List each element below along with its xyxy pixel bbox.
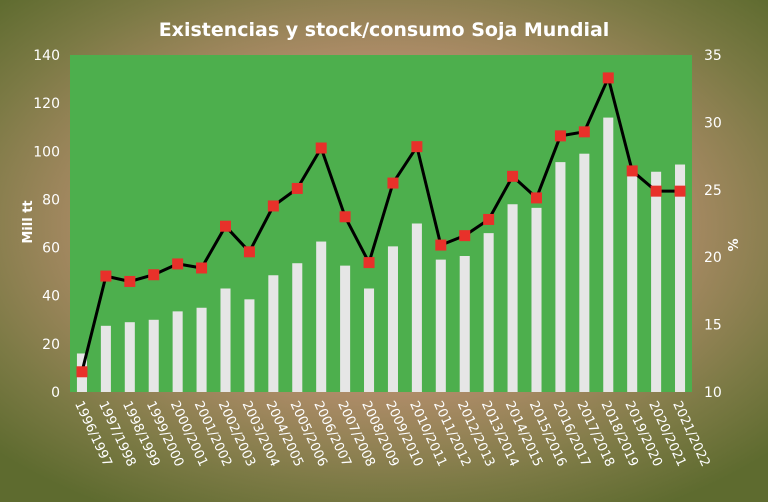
y-left-tick: 140 (33, 48, 60, 64)
bar (675, 164, 686, 392)
bar (316, 241, 327, 392)
y-right-tick: 35 (704, 48, 722, 64)
bar (387, 246, 398, 392)
bar (244, 299, 255, 392)
bar (172, 311, 183, 392)
bar (603, 117, 614, 392)
line-point (196, 262, 208, 274)
line-point (626, 165, 638, 177)
y-axis-left-label: Mill tt (21, 200, 36, 243)
line-point (76, 366, 88, 378)
y-axis-right-label: % (727, 238, 742, 251)
y-right-tick: 25 (704, 183, 722, 199)
line-point (100, 270, 112, 282)
y-right-tick: 15 (704, 318, 722, 334)
line-point (220, 220, 231, 232)
bar (268, 275, 279, 392)
line-point (531, 192, 542, 204)
bar (220, 288, 231, 392)
bar (579, 153, 590, 392)
line-point (674, 185, 686, 197)
line-point (459, 230, 471, 242)
y-left-tick: 80 (42, 192, 60, 208)
marker-series (76, 72, 686, 378)
bar (507, 204, 518, 392)
bar (651, 171, 662, 392)
y-left-tick: 40 (42, 289, 60, 305)
x-axis-ticks: 1996/19971997/19981998/19991999/20002000… (71, 399, 712, 469)
line-point (602, 72, 614, 84)
y-left-tick: 60 (42, 241, 60, 257)
y-right-tick: 10 (704, 385, 722, 401)
bar (124, 322, 135, 392)
line-point (435, 239, 447, 251)
line-point (148, 269, 160, 281)
line-point (267, 200, 279, 212)
line-point (339, 211, 351, 223)
bar (531, 207, 542, 392)
y-left-tick: 100 (33, 144, 60, 160)
y-left-tick: 0 (51, 385, 60, 401)
bar (459, 255, 470, 392)
right-axis-ticks: 10 15 20 25 30 35 (704, 48, 722, 401)
bar (340, 265, 351, 392)
line-point (315, 142, 327, 154)
bar (435, 259, 446, 392)
line-point (650, 185, 662, 197)
line-point (554, 130, 566, 142)
bar (555, 162, 566, 392)
line-point (172, 258, 184, 270)
bar (196, 307, 207, 392)
y-left-tick: 20 (42, 337, 60, 353)
line-point (243, 246, 255, 258)
chart-title: Existencias y stock/consumo Soja Mundial (159, 19, 610, 41)
line-point (363, 257, 375, 269)
line-point (578, 126, 590, 138)
bar (411, 223, 422, 392)
line-point (387, 177, 399, 189)
bar (292, 263, 303, 392)
line-point (291, 182, 303, 194)
line-point (507, 170, 519, 182)
bar-series (76, 117, 686, 392)
bar (100, 325, 111, 392)
bar (364, 288, 375, 392)
y-right-tick: 20 (704, 250, 722, 266)
y-left-tick: 120 (33, 96, 60, 112)
line-point (124, 275, 136, 287)
left-axis-ticks: 0 20 40 60 80 100 120 140 (33, 48, 60, 401)
bar (627, 169, 638, 392)
bar (148, 319, 159, 392)
bar (483, 233, 494, 392)
line-point (483, 213, 495, 225)
y-right-tick: 30 (704, 115, 722, 131)
line-point (411, 141, 423, 153)
